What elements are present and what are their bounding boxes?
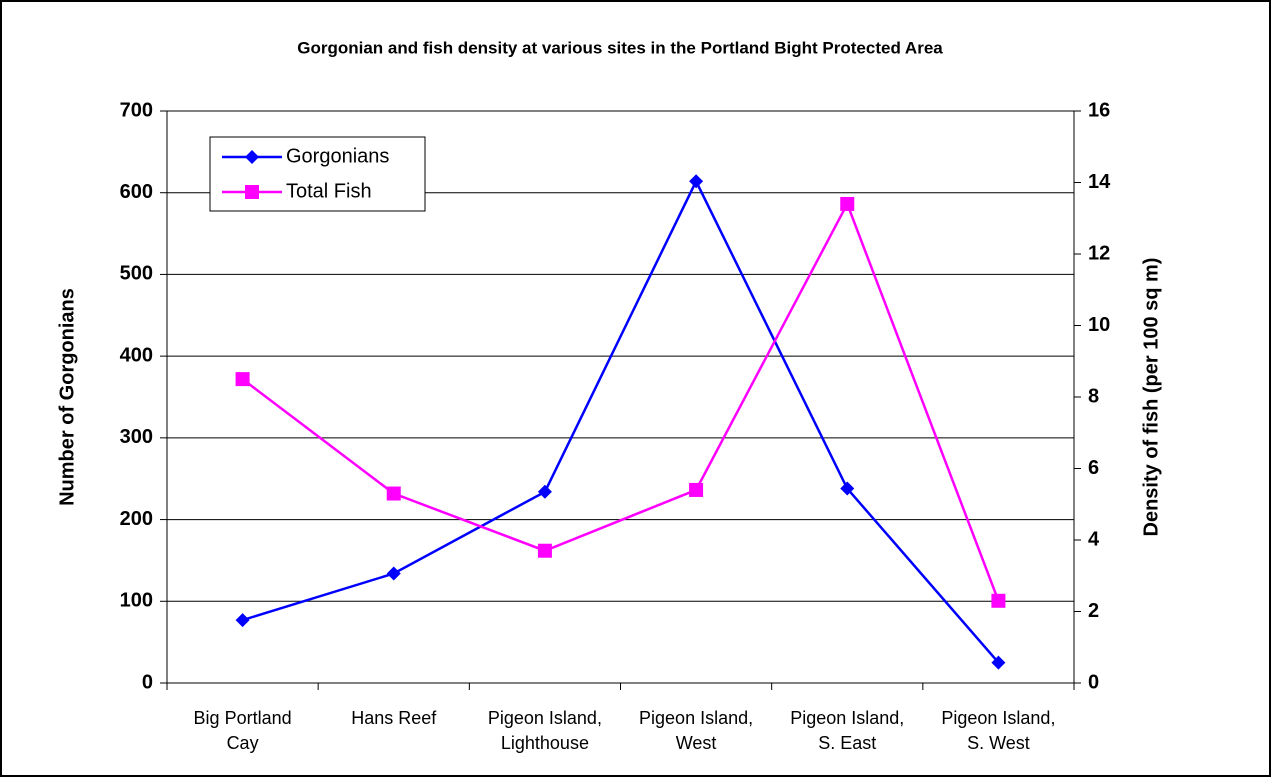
y2-axis-label: Density of fish (per 100 sq m) (1140, 258, 1162, 537)
y-tick-label: 700 (120, 99, 153, 121)
y2-tick-label: 4 (1088, 528, 1100, 550)
legend-marker (245, 185, 259, 199)
data-point (689, 482, 704, 497)
data-point (537, 484, 552, 499)
y2-tick-label: 0 (1088, 671, 1099, 693)
legend-marker (245, 150, 259, 164)
data-point (991, 655, 1006, 670)
y2-tick-label: 16 (1088, 99, 1110, 121)
y-tick-label: 100 (120, 590, 153, 612)
data-point (386, 486, 401, 501)
y-tick-label: 300 (120, 426, 153, 448)
y-tick-label: 400 (120, 344, 153, 366)
legend-label: Gorgonians (286, 145, 389, 167)
y2-tick-label: 2 (1088, 600, 1099, 622)
y2-tick-label: 12 (1088, 242, 1110, 264)
y-tick-label: 0 (142, 671, 153, 693)
data-point (386, 566, 401, 581)
x-tick-label: Hans Reef (351, 708, 437, 728)
x-tick-label: S. East (818, 733, 876, 753)
data-point (235, 372, 250, 387)
x-tick-label: Pigeon Island, (790, 708, 904, 728)
series-line (241, 200, 1000, 602)
x-tick-label: Cay (227, 733, 259, 753)
x-tick-label: Big Portland (194, 708, 292, 728)
data-point (840, 481, 855, 496)
y2-tick-label: 10 (1088, 314, 1110, 336)
x-tick-label: Pigeon Island, (488, 708, 602, 728)
data-point (537, 543, 552, 558)
legend-label: Total Fish (286, 180, 372, 202)
x-tick-label: S. West (967, 733, 1030, 753)
data-point (689, 174, 704, 189)
data-point (991, 593, 1006, 608)
y2-tick-label: 8 (1088, 385, 1099, 407)
series-line (242, 178, 1000, 664)
y-tick-label: 600 (120, 181, 153, 203)
data-point (840, 196, 855, 211)
y-axis-label: Number of Gorgonians (56, 288, 78, 506)
y2-tick-label: 6 (1088, 457, 1099, 479)
data-point (235, 613, 250, 628)
x-tick-label: Lighthouse (501, 733, 589, 753)
y2-tick-label: 14 (1088, 171, 1111, 193)
x-tick-label: West (676, 733, 717, 753)
x-tick-label: Pigeon Island, (639, 708, 753, 728)
x-tick-label: Pigeon Island, (941, 708, 1055, 728)
y-tick-label: 500 (120, 263, 153, 285)
chart-title: Gorgonian and fish density at various si… (297, 38, 943, 57)
y-tick-label: 200 (120, 508, 153, 530)
